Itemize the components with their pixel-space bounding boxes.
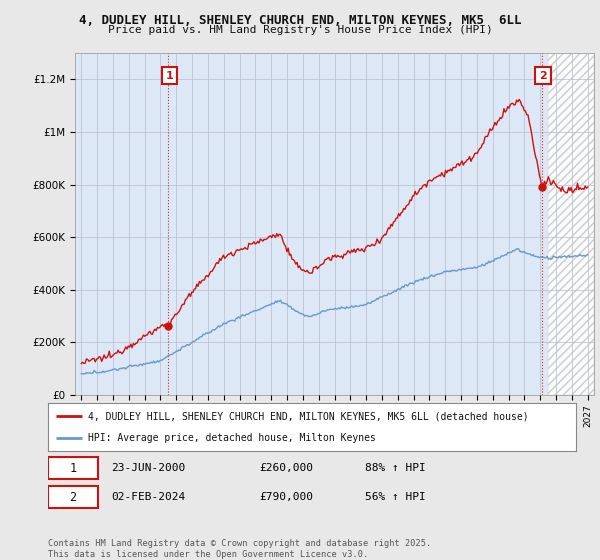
Text: 1: 1 bbox=[166, 71, 173, 81]
FancyBboxPatch shape bbox=[48, 457, 98, 479]
Text: 4, DUDLEY HILL, SHENLEY CHURCH END, MILTON KEYNES, MK5  6LL: 4, DUDLEY HILL, SHENLEY CHURCH END, MILT… bbox=[79, 14, 521, 27]
Text: 2: 2 bbox=[539, 71, 547, 81]
Text: Contains HM Land Registry data © Crown copyright and database right 2025.
This d: Contains HM Land Registry data © Crown c… bbox=[48, 539, 431, 559]
Bar bbox=[548, 53, 594, 395]
Text: 02-FEB-2024: 02-FEB-2024 bbox=[112, 492, 185, 502]
Text: HPI: Average price, detached house, Milton Keynes: HPI: Average price, detached house, Milt… bbox=[88, 433, 376, 443]
Text: 56% ↑ HPI: 56% ↑ HPI bbox=[365, 492, 425, 502]
Text: 88% ↑ HPI: 88% ↑ HPI bbox=[365, 463, 425, 473]
FancyBboxPatch shape bbox=[48, 486, 98, 508]
Text: £260,000: £260,000 bbox=[259, 463, 313, 473]
Text: 23-JUN-2000: 23-JUN-2000 bbox=[112, 463, 185, 473]
Text: 1: 1 bbox=[69, 461, 76, 475]
Bar bbox=[548, 53, 594, 395]
Text: Price paid vs. HM Land Registry's House Price Index (HPI): Price paid vs. HM Land Registry's House … bbox=[107, 25, 493, 35]
Text: £790,000: £790,000 bbox=[259, 492, 313, 502]
Text: 2: 2 bbox=[69, 491, 76, 504]
Text: 4, DUDLEY HILL, SHENLEY CHURCH END, MILTON KEYNES, MK5 6LL (detached house): 4, DUDLEY HILL, SHENLEY CHURCH END, MILT… bbox=[88, 411, 528, 421]
